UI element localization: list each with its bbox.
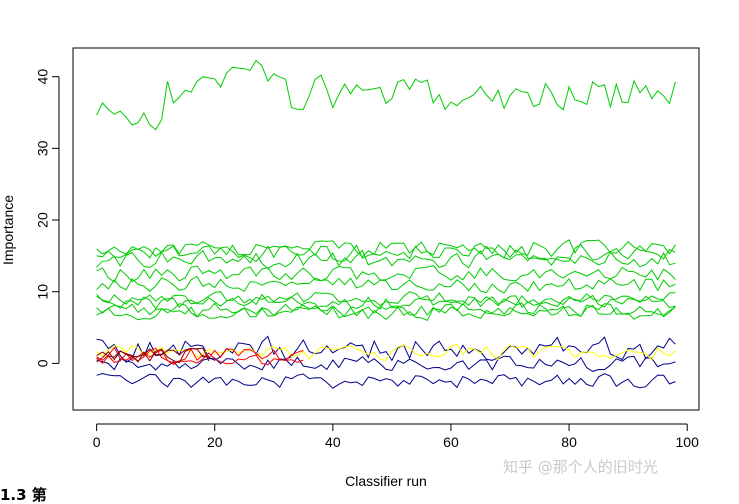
x-tick-label: 20	[207, 434, 223, 450]
y-axis: 0 10 20 30 40	[35, 69, 60, 367]
x-tick-label: 80	[561, 434, 577, 450]
y-tick-label: 30	[35, 140, 51, 156]
x-axis-label: Classifier run	[345, 473, 427, 489]
series-line	[96, 372, 676, 389]
x-tick-label: 40	[325, 434, 341, 450]
watermark: 知乎 @那个人的旧时光	[503, 458, 658, 476]
series-line	[96, 349, 304, 366]
series-line	[96, 249, 676, 270]
y-tick-label: 0	[35, 359, 51, 367]
series-line	[96, 294, 676, 310]
series-line	[96, 291, 676, 308]
series-line	[96, 264, 676, 283]
series-line	[96, 335, 676, 363]
series-line	[96, 346, 304, 364]
plot-frame	[72, 47, 700, 411]
x-tick-label: 60	[443, 434, 459, 450]
series-line	[96, 242, 676, 263]
x-axis: 0 20 40 60 80 100	[93, 423, 700, 450]
series-line	[96, 304, 676, 322]
y-tick-label: 10	[35, 284, 51, 300]
y-axis-label: Importance	[0, 195, 16, 265]
series-line	[96, 301, 676, 318]
series-line	[96, 59, 676, 131]
series-line	[96, 355, 676, 372]
series-layer	[96, 59, 676, 389]
series-line	[96, 275, 676, 294]
x-tick-label: 100	[676, 434, 700, 450]
series-line	[96, 347, 209, 358]
y-tick-label: 40	[35, 69, 51, 85]
x-tick-label: 0	[93, 434, 101, 450]
y-tick-label: 20	[35, 212, 51, 228]
cutoff-caption: 1.3 第	[0, 486, 47, 504]
